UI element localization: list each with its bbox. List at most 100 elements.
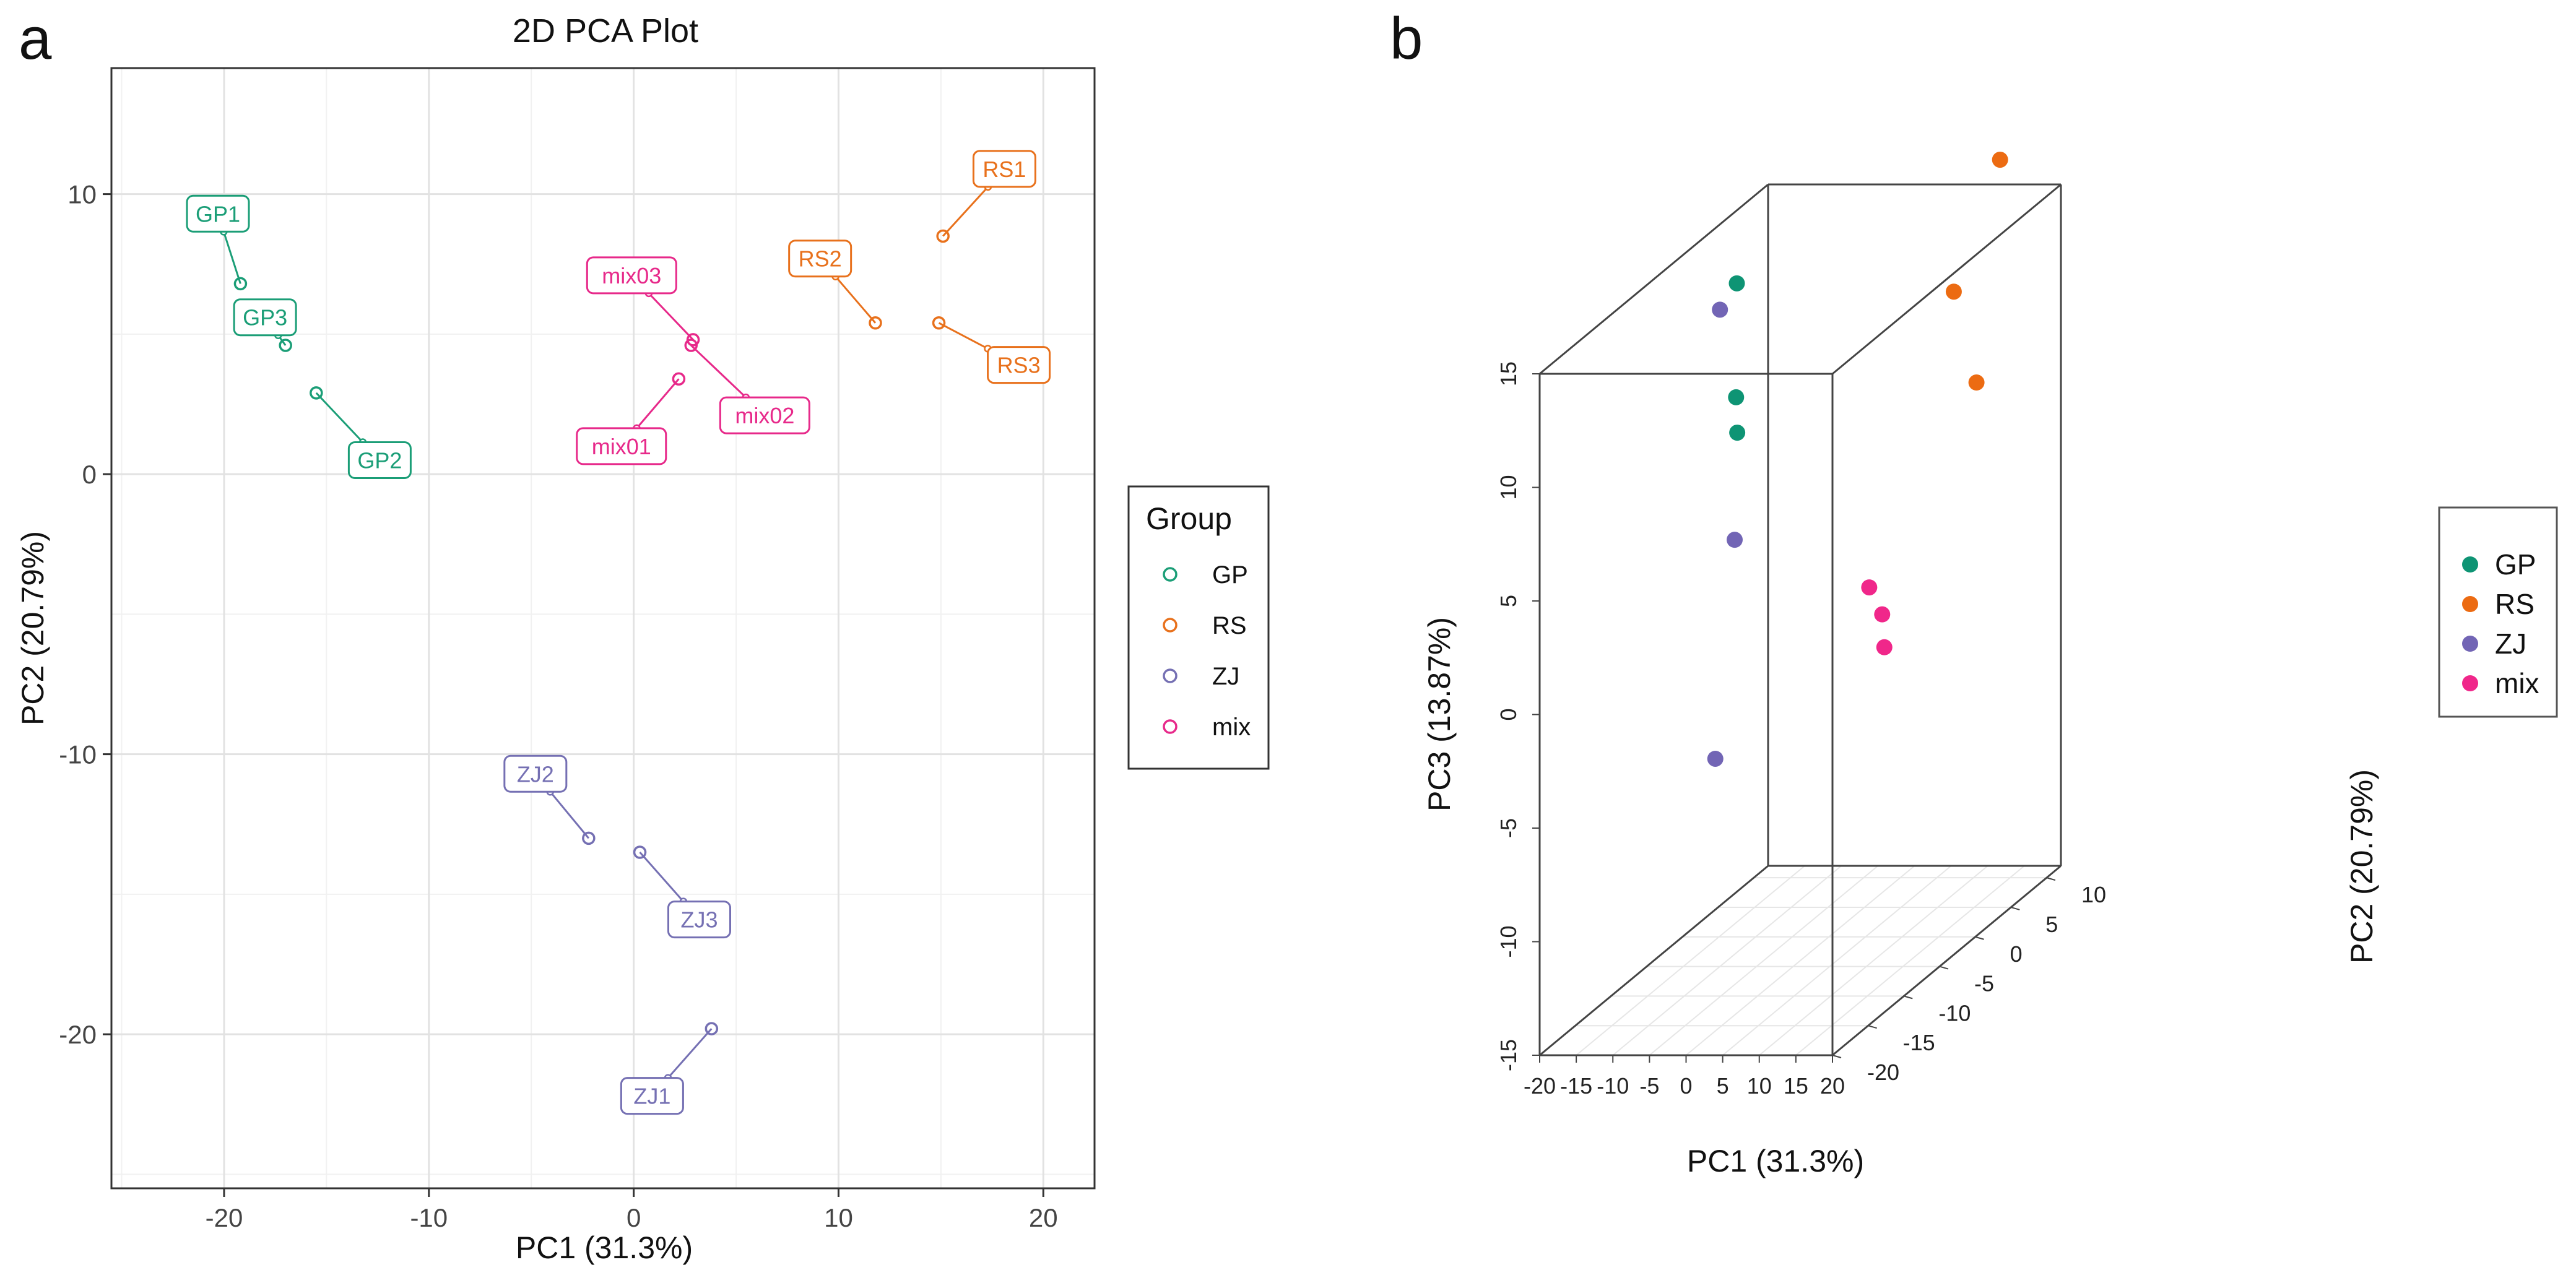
panel-b-pca-3d: -20 -15 -10 -5 0 5 10 15 20-20-15-10-50510151050… bbox=[1422, 152, 2558, 1178]
x-tick-label: 20 bbox=[1029, 1203, 1058, 1232]
y-tick-label: -20 bbox=[1867, 1060, 1899, 1085]
point-label: ZJ1 bbox=[633, 1084, 670, 1109]
data-point bbox=[1945, 283, 1962, 300]
cube-box bbox=[1538, 183, 2062, 1056]
x-tick-label: -5 bbox=[1639, 1073, 1659, 1099]
data-point bbox=[1728, 275, 1745, 292]
callout-line bbox=[639, 852, 684, 902]
x-tick-label: -20 bbox=[1524, 1073, 1556, 1099]
legend-box bbox=[2438, 506, 2558, 718]
z-tick-label: 10 bbox=[1496, 475, 1521, 499]
legend: Group GP RS ZJ mix bbox=[1127, 485, 1270, 770]
callout-line bbox=[835, 275, 877, 324]
z-tick-label: 15 bbox=[1496, 361, 1521, 386]
label-box bbox=[186, 194, 250, 233]
floor-gridline bbox=[1576, 865, 1805, 1056]
data-point bbox=[582, 831, 596, 845]
label-box bbox=[667, 901, 731, 939]
x-tick-label: 0 bbox=[627, 1203, 641, 1232]
label-box bbox=[347, 441, 412, 479]
legend-marker bbox=[1163, 668, 1177, 683]
x-tick-label: 10 bbox=[824, 1203, 853, 1232]
point-label: RS1 bbox=[982, 157, 1026, 182]
point-label: RS3 bbox=[997, 353, 1041, 378]
cube-edge bbox=[1539, 865, 1769, 1056]
data-point bbox=[932, 316, 946, 330]
panel-label-a: a bbox=[19, 6, 52, 72]
y-tick-label: -10 bbox=[1938, 1000, 1971, 1026]
x-tick-label: -15 bbox=[1560, 1073, 1592, 1099]
point-label: ZJ3 bbox=[680, 907, 718, 933]
z-tick-label: -5 bbox=[1496, 818, 1521, 838]
data-point bbox=[936, 229, 950, 243]
scatter-marks: GP1 GP2 GP3 RS1 RS2 RS3 ZJ1 ZJ2 ZJ3 mix01 mix02 mix… bbox=[186, 150, 1051, 1115]
legend-marker bbox=[1163, 618, 1177, 633]
data-point bbox=[1876, 639, 1893, 655]
data-point bbox=[686, 333, 700, 347]
x-axis-label: PC1 (31.3%) bbox=[1687, 1144, 1864, 1178]
point-label: ZJ2 bbox=[517, 761, 554, 787]
callout-line bbox=[667, 1028, 713, 1079]
floor-gridline bbox=[1795, 865, 2025, 1056]
callout-line bbox=[222, 231, 241, 284]
callout-line bbox=[690, 344, 747, 399]
label-box bbox=[576, 427, 667, 465]
legend: GP RS ZJ mix bbox=[2438, 506, 2558, 718]
panel-label-b: b bbox=[1390, 6, 1423, 72]
cube-edge bbox=[1832, 183, 2062, 375]
chart-title: 2D PCA Plot bbox=[513, 12, 698, 50]
data-point bbox=[1874, 606, 1891, 623]
data-point bbox=[1728, 389, 1745, 405]
z-tick-label: 0 bbox=[1496, 708, 1521, 720]
legend-items: GP RS ZJ mix bbox=[2462, 548, 2539, 699]
x-tick-label: 15 bbox=[1784, 1073, 1808, 1099]
legend-marker bbox=[2462, 675, 2478, 691]
y-tick bbox=[1904, 995, 1913, 1000]
z-tick-label: -10 bbox=[1496, 925, 1521, 957]
legend-label: RS bbox=[1212, 612, 1247, 639]
axis-ticks: -20 -10 0 10 20 10 0 -10 -20 bbox=[59, 180, 1057, 1232]
x-axis-label: PC1 (31.3%) bbox=[516, 1230, 693, 1265]
y-tick bbox=[1832, 1055, 1842, 1058]
data-point bbox=[310, 386, 323, 400]
floor-gridline bbox=[1649, 865, 1879, 1056]
y-tick-label: 5 bbox=[2045, 912, 2058, 937]
legend-items: GP RS ZJ mix bbox=[1163, 561, 1251, 741]
data-point bbox=[1727, 532, 1743, 548]
data-point bbox=[633, 845, 647, 859]
z-axis-label: PC3 (13.87%) bbox=[1422, 617, 1457, 811]
label-box bbox=[987, 346, 1051, 384]
point-label: mix03 bbox=[602, 263, 661, 288]
data-point bbox=[1992, 152, 2008, 168]
y-tick-label: -15 bbox=[1903, 1030, 1935, 1055]
legend-label: ZJ bbox=[1212, 663, 1239, 690]
y-tick bbox=[2011, 906, 2020, 910]
x-tick-label: 0 bbox=[1680, 1073, 1692, 1099]
x-tick-label: -10 bbox=[410, 1203, 448, 1232]
data-point bbox=[1729, 425, 1746, 441]
legend-label: ZJ bbox=[2495, 628, 2526, 660]
legend-marker bbox=[2462, 636, 2478, 652]
callout-line bbox=[315, 392, 364, 443]
data-point bbox=[1707, 750, 1724, 767]
legend-marker bbox=[2462, 556, 2478, 572]
y-axis-label: PC2 (20.79%) bbox=[2344, 769, 2379, 964]
y-tick-label: -5 bbox=[1974, 971, 1994, 996]
point-label: mix02 bbox=[735, 403, 794, 428]
data-point bbox=[1861, 579, 1878, 596]
callout-line bbox=[938, 322, 989, 350]
callout-line bbox=[648, 292, 694, 340]
legend-box bbox=[1127, 485, 1270, 770]
x-tick-label: -20 bbox=[206, 1203, 243, 1232]
y-tick bbox=[1975, 936, 1984, 940]
callout-line bbox=[636, 378, 680, 429]
data-point bbox=[1712, 301, 1728, 318]
legend-label: mix bbox=[1212, 714, 1251, 741]
y-tick-label: 10 bbox=[67, 180, 97, 209]
legend-title: Group bbox=[1146, 501, 1232, 536]
point-label: RS2 bbox=[799, 246, 842, 272]
data-point bbox=[233, 277, 248, 291]
point-label: GP2 bbox=[357, 448, 402, 473]
